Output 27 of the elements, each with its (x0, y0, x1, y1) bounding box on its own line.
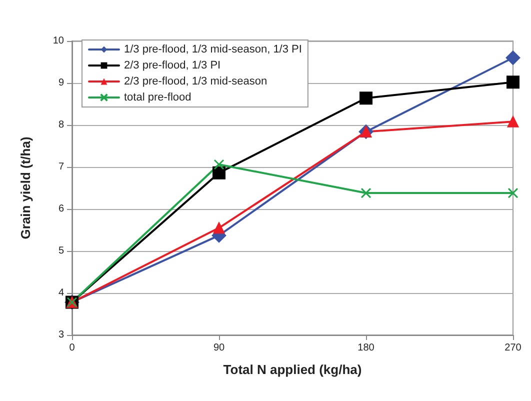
y-tick-label: 10 (52, 36, 64, 46)
y-tick-label: 7 (58, 162, 64, 172)
point (506, 50, 520, 66)
x-tick-label: 90 (213, 342, 225, 354)
point (360, 92, 372, 105)
y-axis-title: Grain yield (t/ha) (18, 136, 33, 240)
point (506, 76, 520, 89)
point (360, 188, 372, 198)
point (212, 166, 226, 180)
y-tick-label: 8 (58, 120, 64, 130)
legend-label: 2/3 pre-flood, 1/3 mid-season (124, 76, 268, 88)
y-tick-label: 5 (58, 246, 64, 256)
x-axis-title: Total N applied (kg/ha) (223, 362, 362, 377)
x-tick-label: 270 (504, 342, 522, 354)
point (214, 159, 224, 170)
y-tick-label: 6 (58, 204, 64, 214)
y-tick-label: 3 (58, 330, 64, 340)
y-tick-label: 4 (58, 288, 64, 298)
x-tick-label: 180 (358, 342, 375, 354)
point (508, 188, 518, 198)
y-tick-label: 9 (58, 78, 64, 88)
legend-label: 1/3 pre-flood, 1/3 mid-season, 1/3 PI (124, 44, 302, 56)
x-tick-label: 0 (69, 342, 76, 354)
point (213, 222, 225, 234)
legend-label: total pre-flood (124, 92, 192, 104)
point (507, 116, 519, 128)
legend-label: 2/3 pre-flood, 1/3 PI (124, 60, 221, 72)
